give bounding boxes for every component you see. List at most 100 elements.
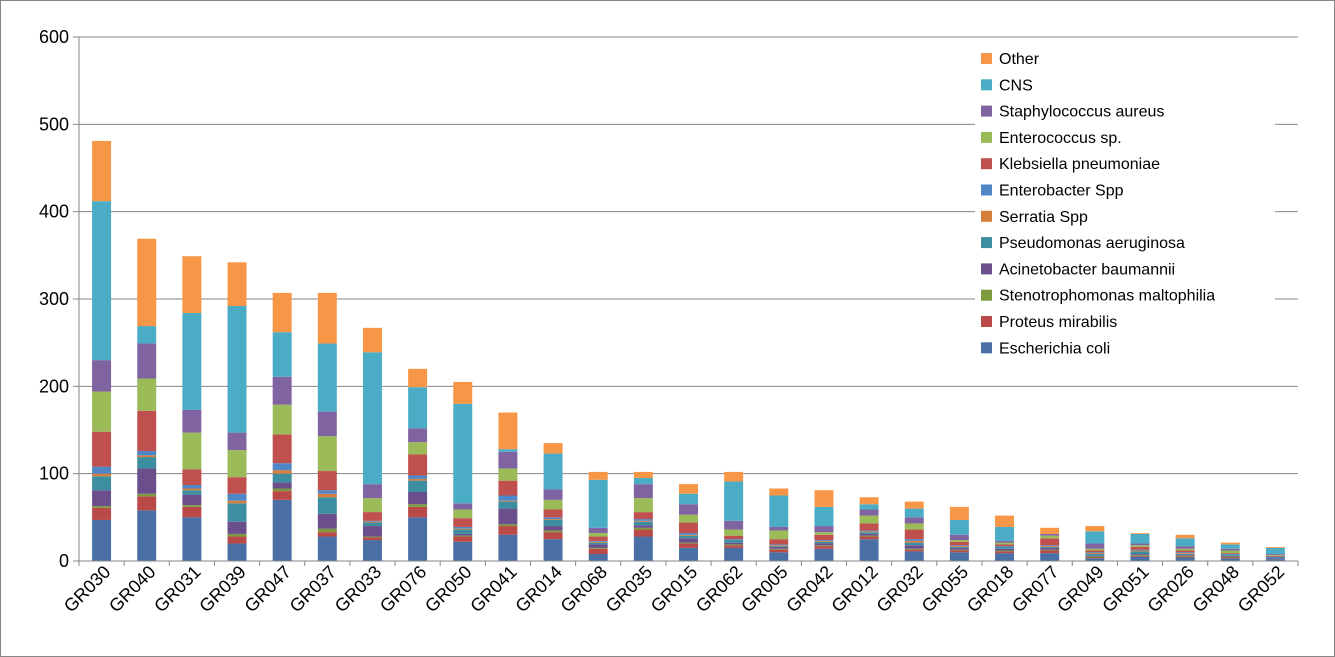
bars: [92, 140, 1285, 561]
legend-label: Enterobacter Spp: [999, 183, 1124, 200]
x-tick-label: GR026: [1143, 562, 1197, 616]
bar-segment: [182, 256, 202, 313]
bar-segment: [1130, 549, 1150, 551]
x-tick-label: GR035: [602, 562, 656, 616]
bar-segment: [362, 537, 382, 541]
legend-swatch: [981, 210, 992, 222]
bar-segment: [182, 488, 202, 491]
bar-segment: [137, 468, 157, 494]
bar-segment: [362, 484, 382, 499]
bar-segment: [1040, 546, 1060, 548]
bar-segment: [182, 506, 202, 518]
bar-segment: [1175, 534, 1195, 539]
bar-segment: [769, 539, 789, 545]
x-tick-label: GR015: [647, 562, 701, 616]
bar-segment: [859, 504, 879, 510]
bar-segment: [182, 490, 202, 495]
bar-segment: [995, 540, 1015, 543]
bar-segment: [453, 403, 473, 504]
bar-segment: [543, 539, 563, 561]
bar-segment: [272, 473, 292, 483]
bar-segment: [949, 519, 969, 535]
y-tick-label: 400: [39, 202, 69, 222]
bar-segment: [588, 548, 608, 555]
bar-segment: [679, 542, 698, 544]
bar-segment: [679, 514, 698, 523]
bar-segment: [498, 534, 518, 561]
x-tick-label: GR014: [511, 562, 565, 616]
legend-label: Proteus mirabilis: [999, 314, 1117, 331]
bar-segment: [633, 478, 653, 485]
x-tick-label: GR012: [827, 562, 881, 616]
bar-segment: [182, 312, 202, 410]
bar-segment: [1265, 557, 1285, 559]
bar-segment: [543, 526, 563, 531]
bar-segment: [995, 515, 1015, 527]
bar-segment: [362, 352, 382, 485]
bar-segment: [1040, 527, 1060, 534]
bar-segment: [588, 542, 608, 545]
bar-segment: [272, 292, 292, 333]
bar-segment: [498, 526, 518, 535]
bar-segment: [949, 506, 969, 520]
bar-segment: [904, 529, 924, 540]
legend-box: [975, 43, 1275, 363]
bar-segment: [1220, 558, 1240, 561]
bar-segment: [317, 528, 337, 533]
bar-segment: [92, 507, 112, 520]
legend-swatch: [981, 158, 992, 170]
bar-segment: [182, 432, 202, 470]
bar-segment: [633, 529, 653, 537]
bar-segment: [272, 499, 292, 561]
bar-segment: [1130, 533, 1150, 544]
bar-segment: [317, 497, 337, 514]
x-tick-label: GR033: [331, 562, 385, 616]
bar-segment: [1265, 558, 1285, 560]
bar-segment: [1220, 548, 1240, 551]
bar-segment: [633, 519, 653, 521]
bar-segment: [227, 262, 247, 306]
bar-segment: [769, 545, 789, 547]
bar-segment: [362, 540, 382, 561]
bar-segment: [92, 391, 112, 432]
bar-segment: [1175, 556, 1195, 558]
bar-segment: [453, 533, 473, 536]
bar-segment: [1265, 554, 1285, 555]
bar-segment: [859, 497, 879, 505]
bar-segment: [453, 509, 473, 519]
bar-segment: [227, 503, 247, 522]
bar-segment: [814, 541, 834, 544]
bar-segment: [362, 498, 382, 513]
legend-swatch: [981, 79, 992, 91]
bar-segment: [904, 523, 924, 530]
bar-segment: [633, 536, 653, 561]
bar-segment: [949, 545, 969, 547]
legend-label: Other: [999, 51, 1040, 68]
bar-segment: [814, 526, 834, 533]
bar-segment: [1040, 538, 1060, 546]
bar-segment: [995, 544, 1015, 547]
bar-segment: [995, 550, 1015, 552]
bar-segment: [949, 546, 969, 548]
bar-segment: [362, 327, 382, 353]
bar-segment: [92, 360, 112, 392]
bar-segment: [362, 522, 382, 527]
legend-swatch: [981, 289, 992, 301]
bar-segment: [317, 471, 337, 491]
bar-segment: [1040, 549, 1060, 551]
bar-segment: [904, 551, 924, 561]
bar-segment: [679, 543, 698, 548]
bar-segment: [227, 536, 247, 544]
bar-segment: [543, 517, 563, 520]
bar-segment: [1040, 533, 1060, 536]
bar-segment: [859, 523, 879, 531]
x-tick-label: GR031: [150, 562, 204, 616]
bar-segment: [137, 457, 157, 469]
bar-segment: [633, 484, 653, 499]
bar-segment: [543, 499, 563, 510]
x-tick-label: GR077: [1008, 562, 1062, 616]
bar-segment: [272, 491, 292, 500]
x-tick-label: GR055: [918, 562, 972, 616]
bar-segment: [92, 505, 112, 508]
bar-segment: [769, 547, 789, 549]
